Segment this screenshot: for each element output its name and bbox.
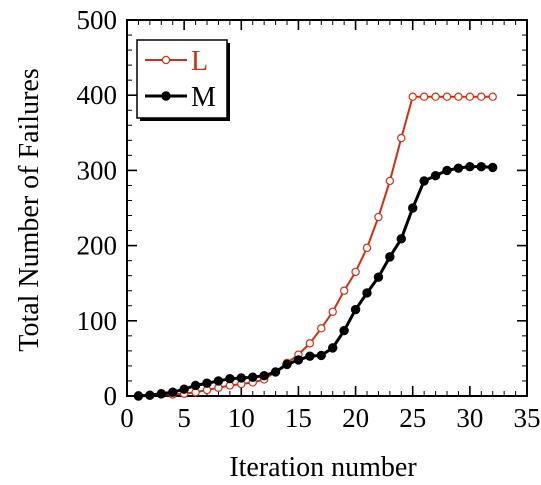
data-point-L — [488, 92, 497, 101]
data-point-M — [408, 203, 418, 213]
axis-ticks: 0 5 10 15 20 25 30 35 0 100 200 300 400 500 — [77, 5, 541, 433]
data-point-M — [419, 176, 429, 186]
y-axis-label: Total Number of Failures — [14, 68, 45, 351]
data-point-M — [430, 170, 441, 181]
data-point-M — [385, 252, 395, 262]
data-point-M — [316, 350, 326, 361]
data-point-M — [145, 390, 155, 400]
data-point-M — [270, 367, 281, 377]
x-tick-label: 20 — [342, 403, 369, 433]
x-tick-label: 10 — [228, 403, 255, 433]
y-tick-label: 300 — [77, 155, 118, 185]
data-point-L — [454, 92, 463, 101]
data-point-M — [236, 373, 246, 383]
plot-frame — [126, 19, 528, 397]
x-tick-label: 35 — [514, 403, 541, 433]
data-point-M — [190, 380, 201, 391]
data-point-M — [202, 378, 212, 388]
data-point-L — [477, 92, 486, 101]
plot-area — [126, 19, 528, 397]
legend: LM — [136, 39, 230, 121]
data-point-L — [431, 92, 440, 101]
data-point-M — [293, 355, 304, 365]
data-point-M — [225, 374, 235, 384]
y-tick-label: 400 — [77, 80, 118, 110]
data-point-M — [373, 272, 384, 282]
x-tick-label: 0 — [120, 403, 134, 433]
data-point-M — [213, 376, 224, 386]
data-point-M — [179, 384, 189, 394]
y-tick-label: 200 — [77, 231, 118, 261]
data-point-M — [328, 343, 338, 353]
legend-marker-M — [161, 91, 171, 101]
data-point-L — [351, 267, 360, 277]
data-point-M — [396, 234, 406, 244]
data-point-M — [156, 389, 166, 399]
data-point-M — [488, 162, 498, 173]
data-point-M — [453, 163, 464, 173]
data-point-L — [317, 324, 326, 333]
series-line-L — [138, 95, 493, 397]
data-point-M — [465, 161, 475, 172]
data-point-L — [408, 92, 417, 101]
x-tick-label: 5 — [177, 403, 191, 433]
series-M — [133, 161, 498, 401]
series-L — [134, 92, 497, 400]
data-point-M — [133, 391, 144, 401]
series-layer — [133, 92, 498, 401]
y-tick-label: 100 — [77, 306, 118, 336]
legend-item-L: L — [145, 46, 208, 77]
x-tick-label: 25 — [399, 403, 426, 433]
data-point-M — [350, 304, 361, 315]
data-point-L — [419, 92, 429, 101]
x-axis-label: Iteration number — [229, 452, 417, 483]
x-tick-label: 15 — [285, 403, 312, 433]
legend-label-L: L — [191, 46, 208, 77]
legend-label-M: M — [191, 82, 216, 113]
y-tick-label: 500 — [77, 5, 118, 35]
y-tick-label: 0 — [104, 381, 118, 411]
data-point-L — [374, 212, 383, 222]
data-point-L — [465, 92, 475, 101]
data-point-M — [282, 359, 292, 370]
data-point-L — [442, 92, 452, 101]
data-point-M — [476, 161, 486, 172]
legend-marker-L — [161, 55, 171, 65]
data-point-M — [442, 165, 452, 176]
data-point-L — [339, 286, 349, 295]
data-point-M — [362, 288, 372, 298]
data-point-M — [248, 372, 258, 382]
data-point-L — [397, 133, 406, 143]
data-point-M — [168, 387, 178, 397]
data-point-L — [362, 243, 372, 253]
legend-box — [136, 39, 228, 119]
data-point-L — [328, 307, 337, 316]
data-point-M — [305, 351, 315, 361]
series-line-M — [138, 165, 493, 398]
legend-item-M: M — [145, 82, 216, 113]
data-point-M — [339, 325, 349, 336]
data-point-L — [305, 339, 315, 348]
x-tick-label: 30 — [456, 403, 483, 433]
data-point-L — [385, 176, 395, 186]
data-point-M — [259, 370, 269, 381]
